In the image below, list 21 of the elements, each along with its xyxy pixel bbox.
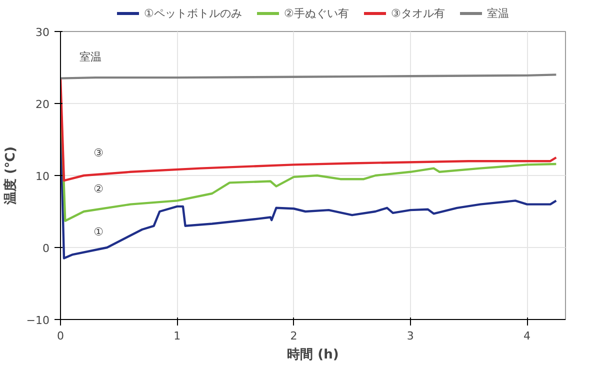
legend-label: ③タオル有: [391, 7, 445, 20]
annotation: ②: [94, 182, 104, 196]
legend-label: ②手ぬぐい有: [284, 7, 349, 20]
y-tick-label: −10: [26, 314, 50, 327]
annotation: 室温: [80, 50, 102, 64]
y-axis-title: 温度 (℃): [2, 146, 18, 206]
annotation: ①: [94, 226, 104, 238]
x-tick-label: 1: [174, 330, 181, 342]
x-tick-label: 4: [524, 330, 531, 342]
x-tick-label: 3: [406, 330, 414, 342]
x-tick-label: 0: [57, 330, 64, 342]
x-tick-label: 2: [290, 330, 298, 342]
legend-label: 室温: [487, 7, 509, 20]
x-axis-title: 時間 (h): [287, 348, 339, 362]
legend-label: ①ペットボトルのみ: [144, 7, 242, 20]
y-tick-label: 30: [36, 26, 50, 39]
y-tick-label: 0: [42, 242, 50, 255]
line-series: [60, 77, 558, 182]
y-tick-label: 10: [36, 170, 50, 183]
annotation: ③: [94, 146, 104, 160]
y-tick-label: 20: [36, 98, 50, 111]
